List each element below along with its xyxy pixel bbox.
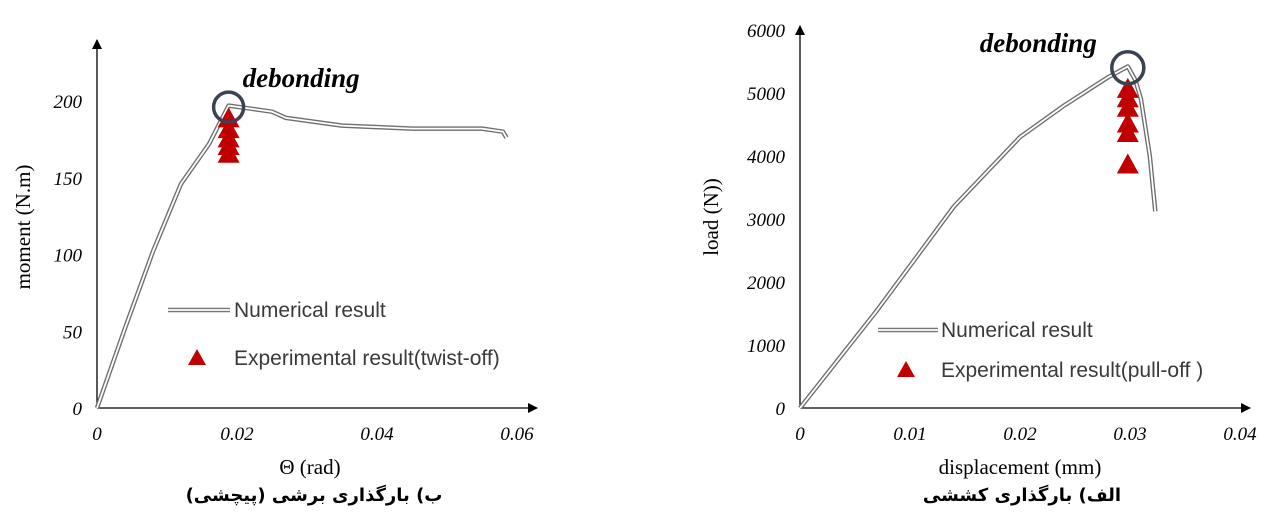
y-tick-label-right: 1000 <box>747 336 786 357</box>
y-tick-label-right: 4000 <box>747 147 786 168</box>
experimental-points-left <box>217 107 240 163</box>
caption-left: ب) بارگذاری برشی (پیچشی) <box>186 484 443 506</box>
experimental-point-right <box>1116 121 1139 142</box>
y-tick-label-right: 5000 <box>747 84 786 105</box>
y-tick-label-left: 50 <box>63 322 83 343</box>
numerical-curve-right <box>798 64 1158 410</box>
x-tick-label-left: 0.06 <box>500 424 534 445</box>
x-tick-label-left: 0 <box>92 424 102 445</box>
x-tick-label-right: 0.01 <box>893 424 926 445</box>
x-tick-label-right: 0 <box>795 424 805 445</box>
debonding-circle-left <box>211 90 246 124</box>
legend-left: Numerical result Experimental result(twi… <box>168 299 500 370</box>
numerical-curve-inner-right <box>799 65 1157 409</box>
legend-triangle-swatch-left <box>188 349 206 365</box>
chart-right: 0 0.01 0.02 0.03 0.04 0 1000 2000 3000 4000 5000 6… <box>699 21 1257 506</box>
x-tick-label-right: 0.04 <box>1223 424 1257 445</box>
x-tick-label-right: 0.03 <box>1113 424 1146 445</box>
y-tick-label-left: 0 <box>73 399 83 420</box>
caption-right: الف) بارگذاری کششی <box>923 484 1121 506</box>
x-axis-label-right: displacement (mm) <box>939 455 1102 479</box>
numerical-curve-inner-left <box>96 104 508 409</box>
y-ticks-right: 0 1000 2000 3000 4000 5000 6000 <box>746 21 786 420</box>
x-tick-label-right: 0.02 <box>1003 424 1037 445</box>
x-axis-label-left: Θ (rad) <box>279 455 340 479</box>
y-axis-label-right: load (N)) <box>699 178 723 256</box>
chart-left: 0 0.02 0.04 0.06 0 50 100 150 200 debonding Θ (… <box>11 39 538 506</box>
experimental-points-right <box>1116 77 1139 174</box>
y-tick-label-right: 6000 <box>747 21 786 42</box>
legend-numerical-left: Numerical result <box>234 299 386 322</box>
legend-experimental-left: Experimental result(twist-off) <box>234 347 500 370</box>
legend-experimental-right: Experimental result(pull-off ) <box>941 359 1203 382</box>
x-ticks-right: 0 0.01 0.02 0.03 0.04 <box>795 424 1257 445</box>
numerical-curve-outer-right <box>798 64 1158 410</box>
legend-numerical-right: Numerical result <box>941 319 1093 342</box>
y-tick-label-right: 0 <box>776 399 786 420</box>
y-tick-label-left: 200 <box>54 92 83 113</box>
y-tick-label-right: 3000 <box>746 210 786 231</box>
experimental-point-left <box>217 142 240 163</box>
y-ticks-left: 0 50 100 150 200 <box>54 92 83 420</box>
experimental-point-right <box>1116 96 1139 117</box>
x-tick-label-left: 0.02 <box>220 424 254 445</box>
legend-right: Numerical result Experimental result(pul… <box>878 319 1203 382</box>
x-tick-label-left: 0.04 <box>360 424 394 445</box>
x-ticks-left: 0 0.02 0.04 0.06 <box>92 424 534 445</box>
debonding-label-left: debonding <box>243 63 360 93</box>
y-tick-label-left: 100 <box>54 246 83 267</box>
y-tick-label-right: 2000 <box>747 273 786 294</box>
debonding-label-right: debonding <box>980 28 1097 58</box>
numerical-curve-left <box>94 103 509 409</box>
y-tick-label-left: 150 <box>54 169 83 190</box>
y-axis-label-left: moment (N.m) <box>11 165 35 290</box>
legend-triangle-swatch-right <box>897 361 915 377</box>
debonding-circle-right <box>1110 50 1146 86</box>
experimental-point-right <box>1116 153 1139 174</box>
